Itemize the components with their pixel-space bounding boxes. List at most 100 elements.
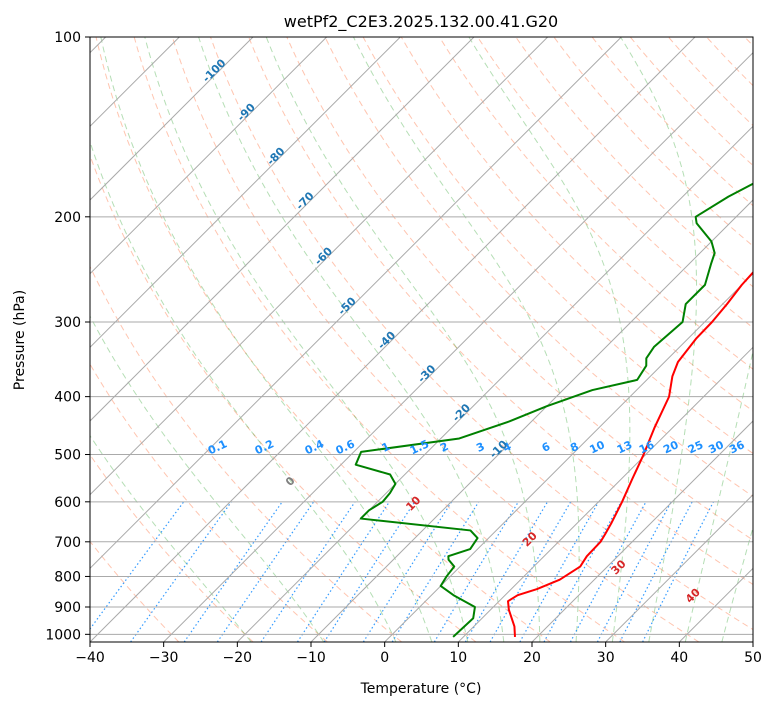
moist-adiabat-line — [90, 140, 397, 642]
x-tick-label: 50 — [744, 650, 762, 666]
mixing-ratio-line — [130, 501, 232, 642]
dry-adiabat-line — [400, 37, 753, 412]
y-tick-label: 700 — [54, 535, 81, 551]
y-tick-label: 900 — [54, 600, 81, 616]
isotherm-line — [752, 641, 753, 642]
x-tick-label: −10 — [296, 650, 326, 666]
dry-adiabat-line — [90, 265, 403, 642]
dry-adiabat-line — [95, 37, 551, 642]
isotherm-label: -40 — [375, 328, 398, 351]
dry-adiabat-line — [133, 37, 625, 642]
mixing-ratio-line — [543, 501, 622, 642]
dry-adiabat-line — [706, 37, 753, 87]
x-tick-label: −30 — [149, 650, 179, 666]
plot-frame — [89, 36, 754, 643]
y-tick-label: 400 — [54, 390, 81, 406]
isotherm-line — [384, 272, 753, 642]
mixing-ratio-label: 10 — [588, 438, 608, 456]
isotherm-line — [457, 346, 753, 642]
isotherm-line — [310, 199, 753, 642]
isotherm-label: -20 — [450, 401, 473, 424]
dry-adiabat-line — [668, 37, 753, 127]
moist-adiabat-label: 10 — [403, 493, 423, 513]
dry-adiabat-line — [210, 37, 753, 631]
moist-adiabat-label: 30 — [609, 557, 629, 577]
dry-adiabat-line — [744, 37, 753, 47]
mixing-ratio-label: 13 — [615, 438, 634, 456]
isotherm-label: -60 — [312, 244, 335, 267]
dry-adiabat-line — [477, 37, 753, 329]
y-tick-label: 200 — [54, 210, 81, 226]
moist-adiabat-line — [684, 348, 753, 642]
moist-adiabat-line — [620, 37, 698, 642]
moist-adiabat-line — [353, 37, 580, 642]
moist-adiabat-line — [198, 37, 505, 642]
mixing-ratio-line — [323, 501, 416, 642]
dry-adiabat-line — [439, 37, 753, 370]
mixing-ratio-line — [464, 501, 549, 642]
y-tick-label: 800 — [54, 569, 81, 585]
mixing-ratio-label: 2 — [438, 440, 450, 455]
dry-adiabat-line — [591, 37, 753, 207]
isotherm-label: -50 — [336, 294, 359, 317]
mixing-ratio-line — [216, 501, 315, 642]
y-tick-label: 1000 — [45, 627, 81, 643]
dewpoint-profile-line — [354, 182, 753, 638]
isotherm-label: -100 — [200, 56, 229, 85]
dry-adiabat-line — [248, 37, 753, 586]
chart-title: wetPf2_C2E3.2025.132.00.41.G20 — [284, 12, 558, 32]
x-tick-label: 40 — [670, 650, 688, 666]
dry-adiabat-line — [324, 37, 753, 498]
y-tick-label: 500 — [54, 448, 81, 464]
dry-adiabat-line — [362, 37, 753, 455]
dry-adiabat-line — [90, 453, 254, 642]
moist-adiabat-label: 40 — [683, 585, 703, 605]
x-tick-label: 30 — [597, 650, 615, 666]
moist-adiabat-line — [100, 37, 433, 642]
dry-adiabat-line — [286, 37, 753, 541]
moist-adiabat-line — [468, 37, 631, 642]
mixing-ratio-line — [260, 501, 356, 642]
isotherm-label: -70 — [293, 189, 316, 212]
dry-adiabat-line — [90, 154, 477, 642]
x-tick-label: −20 — [223, 650, 253, 666]
mixing-ratio-line — [433, 501, 519, 642]
mixing-ratio-line — [619, 501, 693, 642]
x-tick-label: −40 — [75, 650, 105, 666]
moist-adiabat-line — [721, 525, 753, 642]
mixing-ratio-label: 6 — [540, 440, 553, 455]
isotherm-label: -80 — [264, 145, 287, 168]
isotherm-line — [90, 37, 475, 422]
y-axis-label: Pressure (hPa) — [12, 290, 28, 390]
moist-adiabat-line — [144, 37, 469, 642]
mixing-ratio-label: 16 — [637, 438, 657, 456]
moist-adiabat-line — [265, 37, 541, 642]
isotherm-label: -90 — [235, 101, 258, 124]
y-tick-label: 300 — [54, 315, 81, 331]
mixing-ratio-label: 30 — [706, 438, 726, 456]
mixing-ratio-line — [642, 501, 714, 642]
x-tick-label: 0 — [380, 650, 389, 666]
x-tick-label: 10 — [449, 650, 467, 666]
moist-adiabat-line — [90, 434, 252, 642]
y-tick-label: 100 — [54, 30, 81, 46]
dry-adiabat-line — [515, 37, 753, 288]
isotherm-line — [90, 37, 254, 201]
isotherm-line — [531, 420, 753, 642]
isotherm-line — [90, 37, 622, 570]
temperature-profile-line — [507, 270, 753, 637]
isotherm-line — [90, 37, 328, 275]
isotherm-line — [90, 37, 401, 349]
isotherm-line — [163, 51, 753, 642]
mixing-ratio-label: 20 — [661, 438, 681, 456]
mixing-ratio-label: 3 — [474, 440, 486, 455]
mixing-ratio-line — [296, 501, 390, 642]
dry-adiabat-line — [90, 363, 328, 642]
x-axis-label: Temperature (°C) — [360, 681, 482, 697]
isotherm-line — [678, 567, 753, 642]
x-tick-label: 20 — [523, 650, 541, 666]
moist-adiabat-line — [90, 315, 325, 642]
moist-adiabat-label: 20 — [520, 529, 540, 549]
mixing-ratio-label: 36 — [727, 438, 747, 456]
